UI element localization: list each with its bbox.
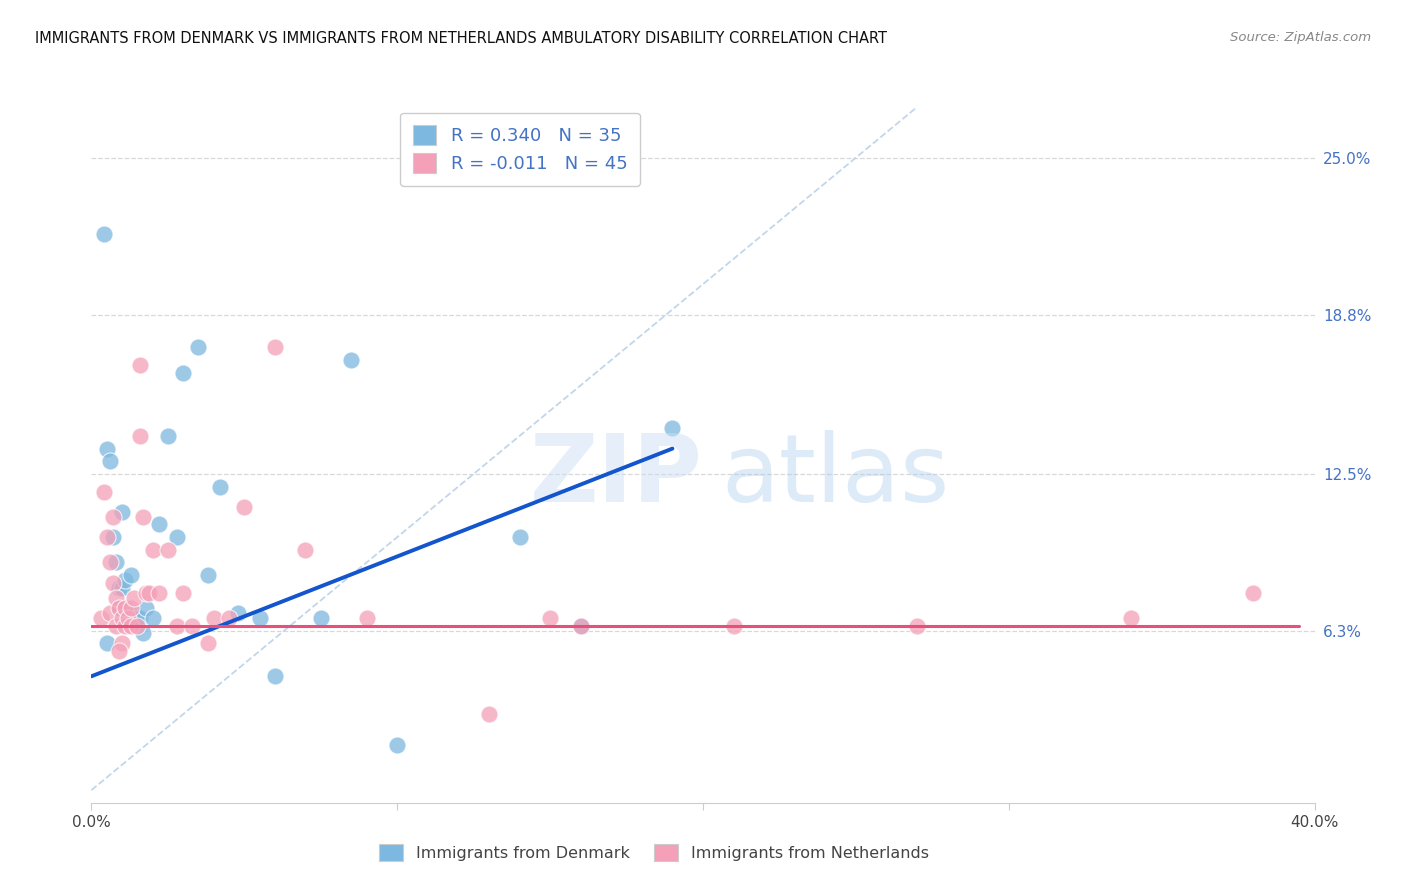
Point xyxy=(166,618,188,632)
Point xyxy=(129,429,152,443)
Point xyxy=(96,442,118,456)
Point xyxy=(148,517,170,532)
Point xyxy=(108,601,131,615)
Point xyxy=(905,618,928,632)
Point xyxy=(111,636,134,650)
Point xyxy=(723,618,745,632)
Point xyxy=(294,542,316,557)
Point xyxy=(218,611,240,625)
Point xyxy=(385,738,409,752)
Point xyxy=(101,509,124,524)
Point xyxy=(122,606,145,620)
Point xyxy=(108,581,131,595)
Point xyxy=(141,611,163,625)
Point xyxy=(96,636,118,650)
Point xyxy=(226,606,249,620)
Point xyxy=(148,586,170,600)
Point xyxy=(111,505,134,519)
Point xyxy=(114,601,136,615)
Point xyxy=(117,611,139,625)
Point xyxy=(111,581,134,595)
Point xyxy=(132,509,155,524)
Point xyxy=(122,591,145,605)
Point xyxy=(117,611,139,625)
Point xyxy=(101,530,124,544)
Point xyxy=(197,636,219,650)
Point xyxy=(129,611,152,625)
Point xyxy=(120,601,142,615)
Point xyxy=(93,484,115,499)
Point xyxy=(141,542,163,557)
Point xyxy=(114,618,136,632)
Point xyxy=(156,542,179,557)
Point xyxy=(509,530,531,544)
Legend: Immigrants from Denmark, Immigrants from Netherlands: Immigrants from Denmark, Immigrants from… xyxy=(373,838,935,868)
Point xyxy=(104,618,127,632)
Point xyxy=(233,500,256,514)
Text: IMMIGRANTS FROM DENMARK VS IMMIGRANTS FROM NETHERLANDS AMBULATORY DISABILITY COR: IMMIGRANTS FROM DENMARK VS IMMIGRANTS FR… xyxy=(35,31,887,46)
Point xyxy=(478,707,501,722)
Point xyxy=(96,530,118,544)
Point xyxy=(309,611,332,625)
Point xyxy=(98,606,121,620)
Point xyxy=(120,618,142,632)
Point xyxy=(264,340,287,354)
Point xyxy=(356,611,378,625)
Point xyxy=(101,575,124,590)
Point xyxy=(127,611,149,625)
Point xyxy=(98,556,121,570)
Text: atlas: atlas xyxy=(721,430,949,522)
Point xyxy=(111,611,134,625)
Point xyxy=(569,618,592,632)
Point xyxy=(104,591,127,605)
Point xyxy=(132,626,155,640)
Text: ZIP: ZIP xyxy=(530,430,703,522)
Point xyxy=(156,429,179,443)
Point xyxy=(1121,611,1143,625)
Point xyxy=(202,611,225,625)
Point xyxy=(208,479,231,493)
Point xyxy=(127,618,149,632)
Point xyxy=(569,618,592,632)
Point xyxy=(129,358,152,372)
Point xyxy=(187,340,209,354)
Text: Source: ZipAtlas.com: Source: ZipAtlas.com xyxy=(1230,31,1371,45)
Point xyxy=(249,611,271,625)
Point xyxy=(172,366,194,380)
Point xyxy=(104,556,127,570)
Point xyxy=(108,644,131,658)
Point xyxy=(538,611,561,625)
Point xyxy=(135,601,157,615)
Point xyxy=(108,601,131,615)
Point xyxy=(166,530,188,544)
Point xyxy=(1243,586,1265,600)
Point xyxy=(135,586,157,600)
Point xyxy=(120,568,142,582)
Point xyxy=(114,573,136,587)
Point xyxy=(264,669,287,683)
Point xyxy=(98,454,121,468)
Point xyxy=(90,611,112,625)
Point xyxy=(172,586,194,600)
Point xyxy=(197,568,219,582)
Point xyxy=(181,618,204,632)
Point xyxy=(340,353,363,368)
Point xyxy=(93,227,115,241)
Point xyxy=(661,421,683,435)
Point xyxy=(138,586,160,600)
